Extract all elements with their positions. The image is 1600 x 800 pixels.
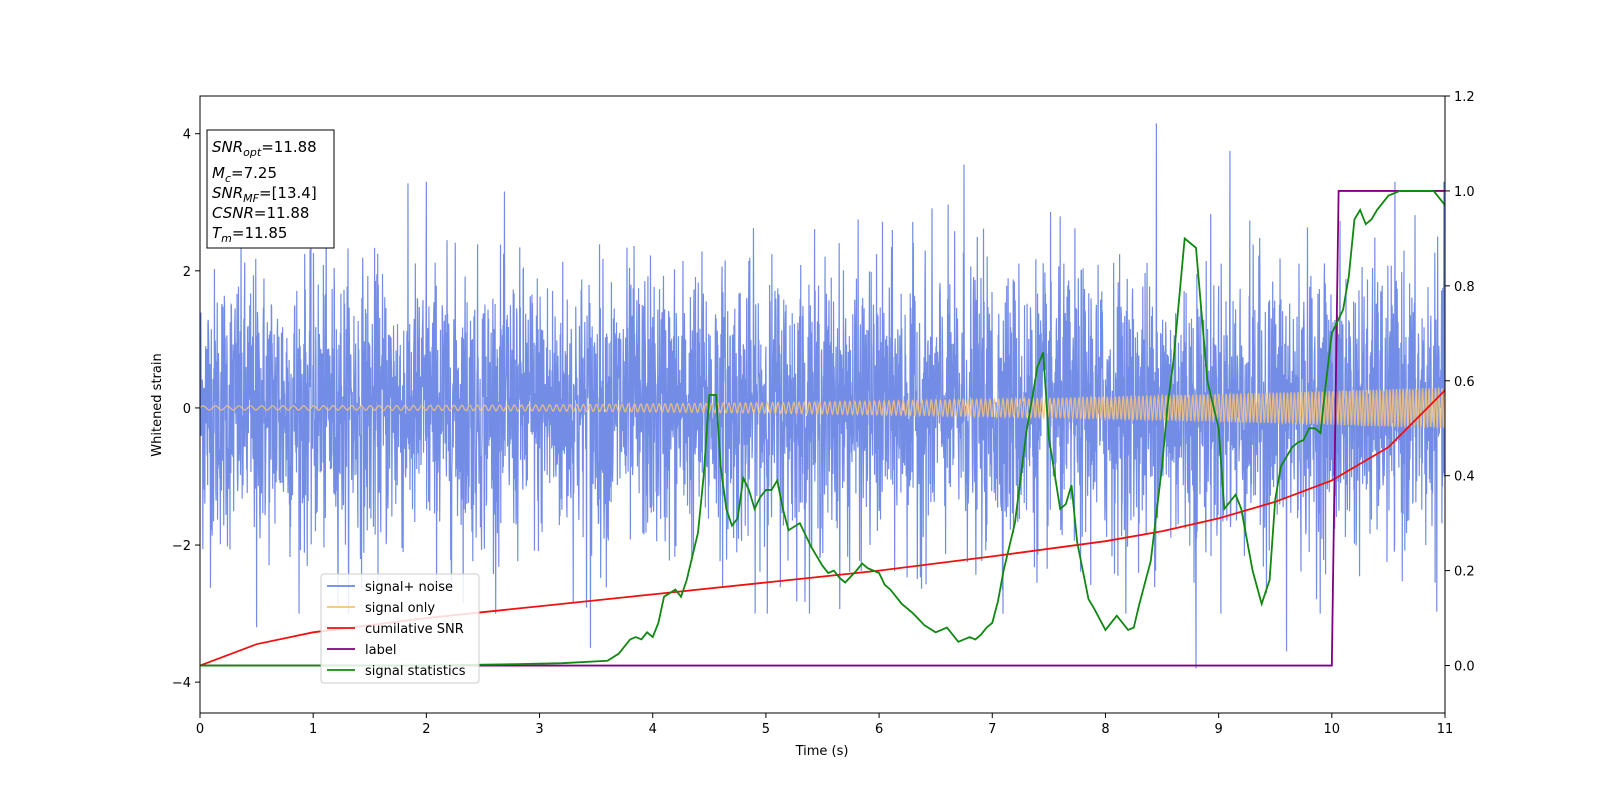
info-line: Tm=11.85 bbox=[212, 224, 287, 245]
x-axis-title: Time (s) bbox=[795, 744, 849, 759]
legend-label: signal statistics bbox=[365, 664, 466, 679]
legend-label: label bbox=[365, 643, 396, 658]
signal-only-series bbox=[200, 387, 1445, 429]
info-box: SNRopt=11.88 Mc=7.25SNRMF=[13.4]CSNR=11.8… bbox=[206, 129, 335, 249]
y2-tick-label: 0.8 bbox=[1454, 280, 1475, 295]
label-line bbox=[200, 190, 1445, 667]
signal-statistics-line bbox=[200, 190, 1445, 667]
info-box-frame bbox=[206, 129, 335, 249]
info-line: CSNR=11.88 bbox=[212, 204, 309, 222]
info-line: SNRopt=11.88 bbox=[212, 138, 317, 159]
x-tick-label: 0 bbox=[196, 722, 204, 737]
legend-label: cumilative SNR bbox=[365, 622, 464, 637]
x-axis: 0 1 2 3 4 5 6 7 8 9 10 11 bbox=[196, 713, 1453, 737]
y-axis-title: Whitened strain bbox=[150, 353, 165, 456]
x-tick-label: 5 bbox=[762, 722, 770, 737]
y-tick-label: −4 bbox=[172, 676, 191, 691]
y2-tick-label: 0.4 bbox=[1454, 470, 1475, 485]
y2-tick-label: 0.6 bbox=[1454, 375, 1475, 390]
y-tick-label: 0 bbox=[183, 402, 191, 417]
legend: signal+ noise signal only cumilative SNR la… bbox=[320, 573, 480, 684]
x-tick-label: 10 bbox=[1324, 722, 1341, 737]
x-tick-label: 11 bbox=[1437, 722, 1454, 737]
x-tick-label: 8 bbox=[1101, 722, 1109, 737]
y-axis-right: 0.0 0.2 0.4 0.6 0.8 1.0 1.2 bbox=[1445, 90, 1475, 675]
legend-label: signal+ noise bbox=[365, 580, 453, 595]
y2-tick-label: 1.2 bbox=[1454, 90, 1475, 105]
y-tick-label: 2 bbox=[183, 265, 191, 280]
legend-label: signal only bbox=[365, 601, 435, 616]
x-tick-label: 4 bbox=[649, 722, 657, 737]
legend-frame bbox=[320, 573, 480, 684]
x-tick-label: 2 bbox=[422, 722, 430, 737]
x-tick-label: 9 bbox=[1214, 722, 1222, 737]
y2-tick-label: 0.0 bbox=[1454, 660, 1475, 675]
y2-tick-label: 0.2 bbox=[1454, 565, 1475, 580]
y-tick-label: 4 bbox=[183, 128, 191, 143]
y2-tick-label: 1.0 bbox=[1454, 185, 1475, 200]
x-tick-label: 7 bbox=[988, 722, 996, 737]
info-line: Mc=7.25 bbox=[212, 164, 277, 185]
x-tick-label: 1 bbox=[309, 722, 317, 737]
signal-only-line bbox=[200, 387, 1445, 429]
info-line: SNRMF=[13.4] bbox=[212, 184, 317, 205]
y-tick-label: −2 bbox=[172, 539, 191, 554]
plot-frame bbox=[199, 95, 1446, 714]
y-axis-left: −4 −2 0 2 4 bbox=[172, 128, 200, 691]
x-tick-label: 6 bbox=[875, 722, 883, 737]
x-tick-label: 3 bbox=[535, 722, 543, 737]
